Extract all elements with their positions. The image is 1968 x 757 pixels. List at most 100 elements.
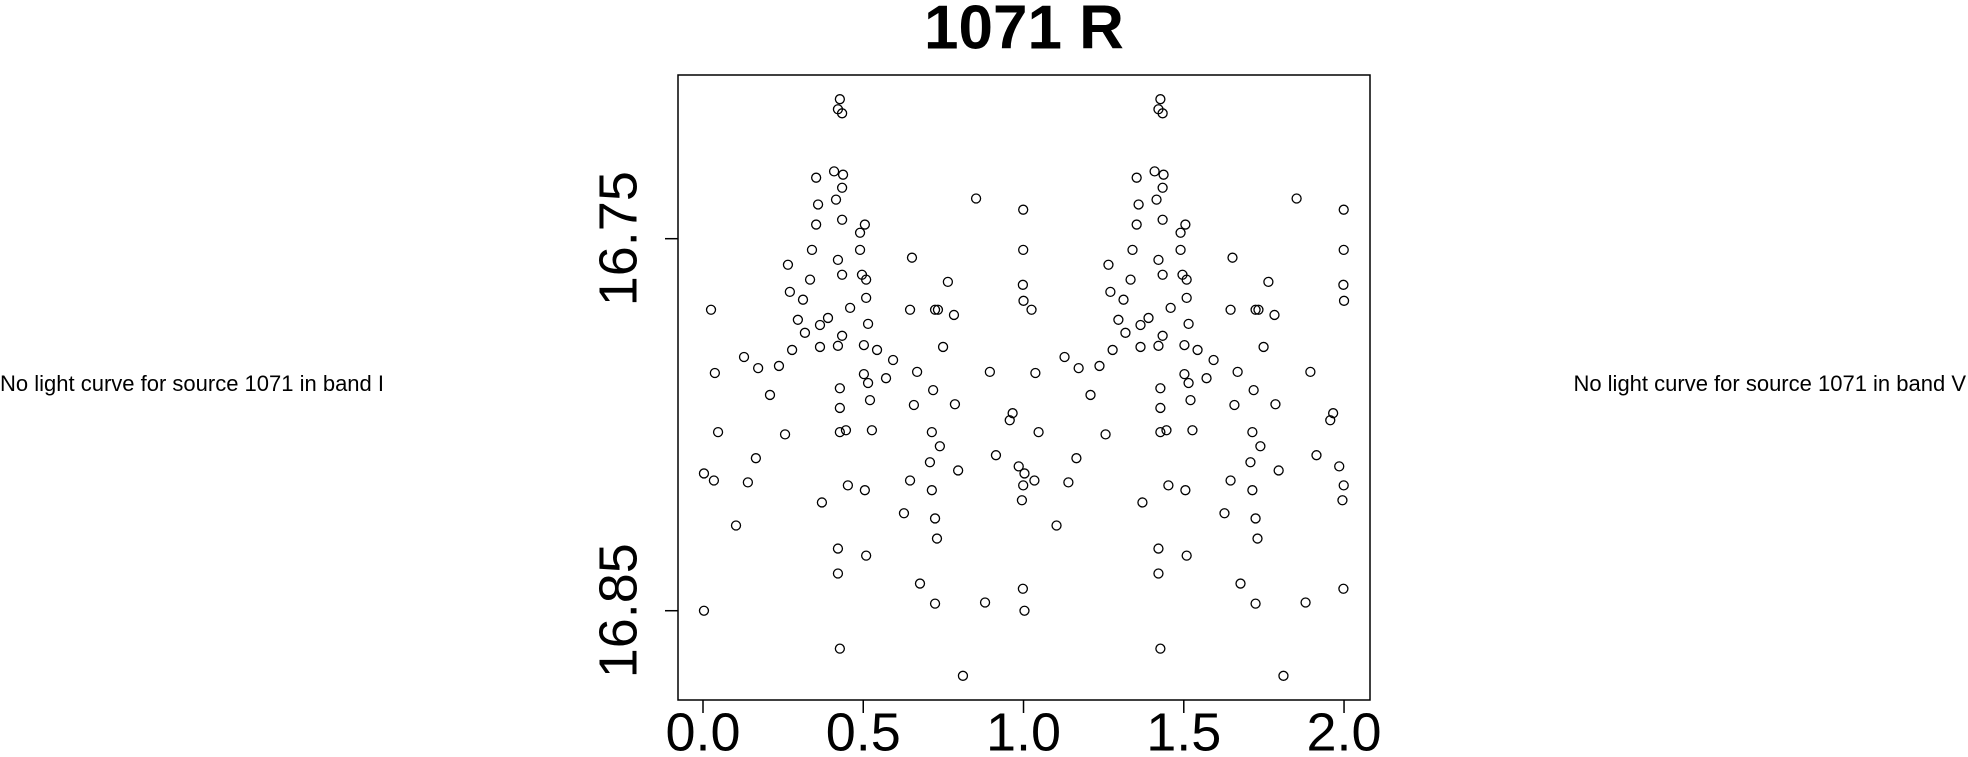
point bbox=[1232, 366, 1243, 378]
point bbox=[1029, 475, 1040, 486]
point bbox=[926, 485, 938, 496]
point bbox=[1063, 477, 1074, 488]
point bbox=[832, 568, 844, 579]
point bbox=[792, 314, 804, 325]
point bbox=[1181, 274, 1192, 285]
point bbox=[1026, 304, 1037, 315]
point bbox=[1004, 415, 1015, 426]
point bbox=[1229, 399, 1240, 411]
point bbox=[1153, 340, 1164, 351]
point bbox=[1017, 583, 1029, 594]
point bbox=[773, 360, 785, 372]
point bbox=[1225, 475, 1236, 486]
point bbox=[1161, 425, 1172, 436]
point bbox=[1133, 199, 1144, 210]
point bbox=[1247, 426, 1258, 438]
point bbox=[828, 166, 840, 177]
point bbox=[750, 453, 762, 464]
point bbox=[1247, 485, 1258, 496]
point bbox=[906, 252, 918, 263]
point bbox=[806, 244, 818, 256]
point bbox=[1143, 312, 1154, 324]
point bbox=[934, 441, 946, 452]
point bbox=[812, 199, 824, 210]
point bbox=[844, 302, 856, 314]
point bbox=[904, 475, 916, 486]
point bbox=[1181, 292, 1192, 303]
point bbox=[1338, 244, 1349, 256]
point bbox=[1153, 543, 1164, 554]
point bbox=[1157, 108, 1168, 119]
point bbox=[698, 468, 710, 479]
point bbox=[1187, 425, 1198, 436]
point bbox=[1305, 366, 1316, 378]
point bbox=[1107, 344, 1118, 356]
y-tick-label: 16.85 bbox=[588, 543, 648, 678]
point bbox=[834, 383, 846, 394]
point bbox=[836, 108, 848, 119]
point bbox=[834, 94, 846, 105]
point bbox=[1100, 429, 1111, 440]
point bbox=[948, 309, 960, 321]
point bbox=[932, 304, 944, 315]
point bbox=[1325, 415, 1336, 426]
point bbox=[1181, 550, 1192, 561]
point bbox=[830, 194, 842, 205]
point bbox=[1018, 295, 1029, 306]
point bbox=[860, 292, 872, 303]
point bbox=[979, 597, 991, 608]
point bbox=[1153, 254, 1164, 266]
point bbox=[1338, 480, 1349, 491]
point bbox=[1175, 244, 1186, 256]
point bbox=[1017, 279, 1029, 290]
point bbox=[937, 341, 949, 353]
point bbox=[836, 214, 848, 225]
point bbox=[859, 219, 871, 230]
point bbox=[929, 513, 941, 524]
point bbox=[1180, 485, 1191, 496]
point bbox=[898, 508, 910, 519]
point bbox=[952, 465, 964, 476]
point bbox=[1019, 468, 1030, 479]
point bbox=[832, 340, 844, 351]
point bbox=[1018, 204, 1029, 215]
point bbox=[1013, 461, 1024, 472]
point bbox=[738, 351, 750, 363]
point bbox=[854, 227, 866, 238]
point bbox=[1201, 373, 1212, 384]
point bbox=[1103, 259, 1114, 270]
point bbox=[860, 274, 872, 285]
point bbox=[862, 377, 874, 389]
point bbox=[1137, 497, 1148, 508]
point bbox=[810, 219, 822, 230]
point bbox=[784, 286, 796, 298]
point bbox=[1250, 304, 1261, 315]
point bbox=[832, 543, 844, 554]
point bbox=[911, 366, 923, 378]
point bbox=[984, 366, 996, 378]
point bbox=[1085, 389, 1096, 401]
point bbox=[1179, 339, 1190, 351]
point bbox=[837, 169, 849, 180]
point bbox=[1250, 513, 1261, 524]
y-tick-label: 16.75 bbox=[588, 171, 648, 306]
point bbox=[1338, 583, 1349, 594]
point bbox=[782, 259, 794, 270]
point bbox=[862, 318, 874, 330]
point bbox=[705, 304, 717, 315]
point bbox=[914, 578, 926, 589]
point bbox=[840, 425, 852, 436]
point bbox=[1118, 294, 1129, 305]
point bbox=[1135, 341, 1146, 353]
point bbox=[764, 389, 776, 401]
annotation: No light curve for source 1071 in band I bbox=[0, 371, 384, 396]
point bbox=[1291, 193, 1302, 204]
point bbox=[864, 394, 876, 406]
point bbox=[1248, 384, 1259, 396]
point bbox=[931, 533, 943, 544]
point bbox=[1165, 302, 1176, 314]
point bbox=[1278, 670, 1289, 681]
point bbox=[698, 605, 710, 616]
point bbox=[957, 670, 969, 681]
point bbox=[887, 354, 899, 366]
